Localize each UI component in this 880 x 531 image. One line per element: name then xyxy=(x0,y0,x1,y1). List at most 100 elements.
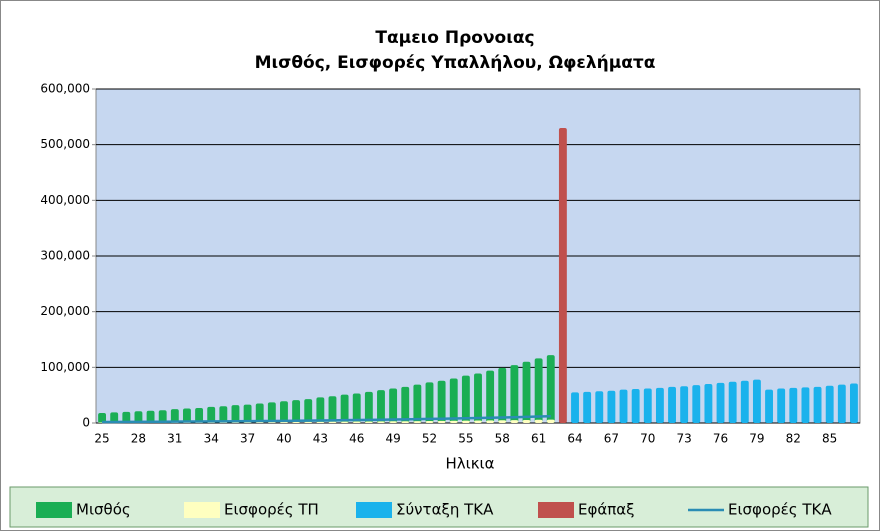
bar xyxy=(267,421,276,423)
bar xyxy=(364,391,373,423)
bar xyxy=(352,421,361,423)
bar xyxy=(619,389,628,423)
bar xyxy=(498,367,507,423)
bar xyxy=(110,412,119,423)
x-tick-label: 58 xyxy=(495,432,510,446)
legend-label: Εισφορές ΤΚΑ xyxy=(728,501,832,519)
bar xyxy=(704,384,713,423)
bar xyxy=(134,411,143,423)
x-tick-label: 67 xyxy=(604,432,619,446)
bar xyxy=(449,420,458,423)
bar xyxy=(219,406,228,423)
bar xyxy=(534,419,543,423)
x-tick-label: 25 xyxy=(94,432,109,446)
y-tick-label: 300,000 xyxy=(40,249,90,263)
legend-label: Μισθός xyxy=(76,501,131,519)
bar xyxy=(668,386,676,423)
bar xyxy=(474,420,482,423)
bar xyxy=(437,420,446,423)
bar xyxy=(583,391,592,423)
bar xyxy=(413,384,422,423)
bar xyxy=(292,421,301,423)
bar xyxy=(571,392,579,423)
bar xyxy=(546,419,555,423)
bar xyxy=(849,383,858,423)
legend-label: Εφάπαξ xyxy=(578,501,635,519)
bar xyxy=(510,365,519,423)
bar xyxy=(267,402,276,423)
x-tick-label: 40 xyxy=(276,432,291,446)
bar xyxy=(195,407,204,423)
x-tick-label: 43 xyxy=(313,432,328,446)
bar xyxy=(413,421,422,423)
bar xyxy=(304,421,313,423)
bar xyxy=(752,379,761,423)
bar xyxy=(389,421,398,423)
legend-box xyxy=(9,486,869,528)
bar xyxy=(183,408,191,423)
y-tick-label: 500,000 xyxy=(40,137,90,151)
bar xyxy=(813,386,822,423)
bar xyxy=(146,410,155,423)
x-tick-label: 73 xyxy=(677,432,692,446)
x-tick-label: 64 xyxy=(567,432,582,446)
y-tick-label: 600,000 xyxy=(40,82,90,96)
bar xyxy=(655,387,664,423)
x-tick-label: 31 xyxy=(167,432,182,446)
bar xyxy=(255,403,264,423)
bar xyxy=(401,421,410,423)
bar xyxy=(389,388,398,423)
x-tick-label: 55 xyxy=(458,432,473,446)
bar xyxy=(534,358,543,423)
y-tick-label: 100,000 xyxy=(40,360,90,374)
bar xyxy=(728,381,737,423)
bar xyxy=(340,421,349,423)
x-tick-label: 34 xyxy=(204,432,219,446)
x-tick-label: 76 xyxy=(713,432,728,446)
y-tick-label: 0 xyxy=(82,416,90,430)
bar xyxy=(437,380,446,423)
bar xyxy=(595,391,604,423)
bar xyxy=(643,388,652,423)
bar xyxy=(425,420,434,423)
bar xyxy=(486,370,495,423)
bar xyxy=(401,386,410,423)
bar xyxy=(425,382,434,423)
x-axis-title: Ηλικια xyxy=(445,455,494,473)
bar xyxy=(486,420,495,423)
legend-label: Σύνταξη ΤΚΑ xyxy=(396,501,494,519)
bar xyxy=(692,385,701,423)
x-tick-label: 85 xyxy=(822,432,837,446)
bar xyxy=(474,373,482,423)
bar xyxy=(680,386,689,423)
bar xyxy=(765,389,773,423)
x-tick-label: 49 xyxy=(385,432,400,446)
bar xyxy=(825,385,834,423)
bar xyxy=(243,404,252,423)
bar xyxy=(801,387,810,423)
bar xyxy=(716,382,725,423)
bar xyxy=(558,127,567,423)
bar xyxy=(837,384,846,423)
x-tick-label: 46 xyxy=(349,432,364,446)
legend-swatch xyxy=(184,502,220,518)
bar xyxy=(316,421,325,423)
bar xyxy=(522,361,531,423)
bar xyxy=(607,390,616,423)
legend-swatch xyxy=(356,502,392,518)
bar xyxy=(328,396,337,423)
y-tick-label: 400,000 xyxy=(40,193,90,207)
bar xyxy=(461,420,470,423)
bar xyxy=(377,421,385,423)
bar xyxy=(231,405,240,423)
bar xyxy=(777,388,786,423)
bar xyxy=(449,378,458,423)
bar xyxy=(280,421,288,423)
bar xyxy=(98,412,107,423)
bar xyxy=(522,419,531,423)
bar xyxy=(316,397,325,423)
bar xyxy=(122,411,131,423)
x-tick-label: 70 xyxy=(640,432,655,446)
bar xyxy=(280,401,288,423)
